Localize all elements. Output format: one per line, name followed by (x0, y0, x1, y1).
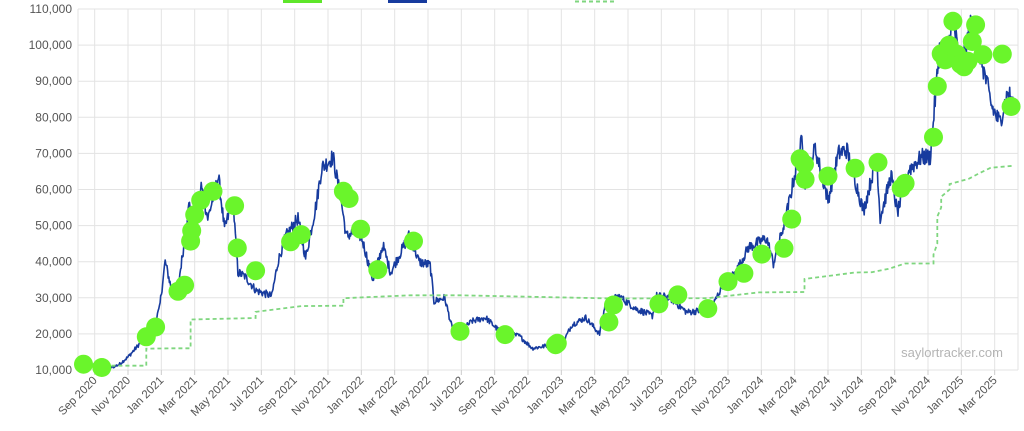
purchase-point[interactable] (734, 263, 754, 283)
purchase-point[interactable] (225, 196, 245, 216)
purchase-point[interactable] (973, 45, 993, 65)
purchase-point[interactable] (698, 299, 718, 319)
purchase-point[interactable] (962, 32, 982, 51)
purchase-point[interactable] (291, 225, 311, 245)
purchase-point[interactable] (404, 231, 423, 251)
y-tick-label: 50,000 (35, 219, 72, 233)
purchase-markers (74, 11, 1021, 377)
y-tick-label: 70,000 (35, 146, 72, 160)
purchase-point[interactable] (185, 205, 205, 225)
purchase-point[interactable] (1001, 97, 1021, 116)
purchase-point[interactable] (599, 312, 619, 332)
purchase-point[interactable] (845, 158, 865, 178)
purchase-point[interactable] (868, 152, 888, 172)
avg-cost-line (83, 164, 1015, 367)
y-tick-label: 90,000 (35, 74, 72, 88)
watermark-text: saylortracker.com (901, 345, 1003, 360)
purchase-point[interactable] (752, 244, 772, 264)
purchase-point[interactable] (818, 166, 838, 186)
purchase-point[interactable] (795, 154, 814, 174)
purchase-point[interactable] (927, 76, 947, 96)
purchase-point[interactable] (146, 317, 166, 337)
y-tick-label: 100,000 (29, 38, 73, 52)
purchase-point[interactable] (895, 173, 915, 193)
purchase-point[interactable] (368, 260, 388, 280)
y-tick-label: 80,000 (35, 110, 72, 124)
purchase-point[interactable] (175, 275, 195, 295)
y-tick-label: 20,000 (35, 327, 72, 341)
purchase-point[interactable] (92, 358, 112, 377)
purchase-point[interactable] (649, 294, 669, 314)
purchase-point[interactable] (795, 169, 815, 189)
y-tick-label: 10,000 (35, 363, 72, 377)
gridlines (77, 8, 1019, 371)
purchase-point[interactable] (246, 261, 266, 281)
purchase-point[interactable] (924, 127, 943, 147)
purchase-point[interactable] (782, 209, 802, 229)
purchase-point[interactable] (182, 221, 202, 241)
purchase-point[interactable] (774, 238, 794, 258)
y-tick-label: 110,000 (30, 2, 73, 16)
purchase-point[interactable] (547, 333, 567, 353)
purchase-point[interactable] (668, 285, 688, 305)
y-axis: 10,000 20,000 30,000 40,000 50,000 60,000 70,0… (29, 2, 73, 377)
purchase-point[interactable] (718, 272, 738, 292)
purchase-point[interactable] (203, 181, 223, 201)
purchase-point[interactable] (495, 325, 515, 345)
purchase-point[interactable] (992, 44, 1012, 64)
y-tick-label: 40,000 (35, 255, 72, 269)
legend[interactable] (283, 0, 614, 3)
plot-series (74, 11, 1021, 377)
legend-swatch-price[interactable] (388, 0, 427, 3)
legend-swatch-purchases[interactable] (283, 0, 322, 3)
purchase-point[interactable] (227, 238, 247, 258)
y-tick-label: 30,000 (35, 291, 72, 305)
purchase-point[interactable] (339, 189, 359, 208)
purchase-point[interactable] (351, 219, 371, 239)
purchase-point[interactable] (604, 295, 623, 315)
y-tick-label: 60,000 (35, 183, 72, 197)
purchase-point[interactable] (966, 15, 986, 35)
price-line (82, 14, 1015, 369)
purchase-point[interactable] (450, 321, 470, 341)
purchase-point[interactable] (943, 11, 963, 31)
purchase-point[interactable] (958, 51, 978, 71)
purchase-point[interactable] (74, 354, 93, 374)
